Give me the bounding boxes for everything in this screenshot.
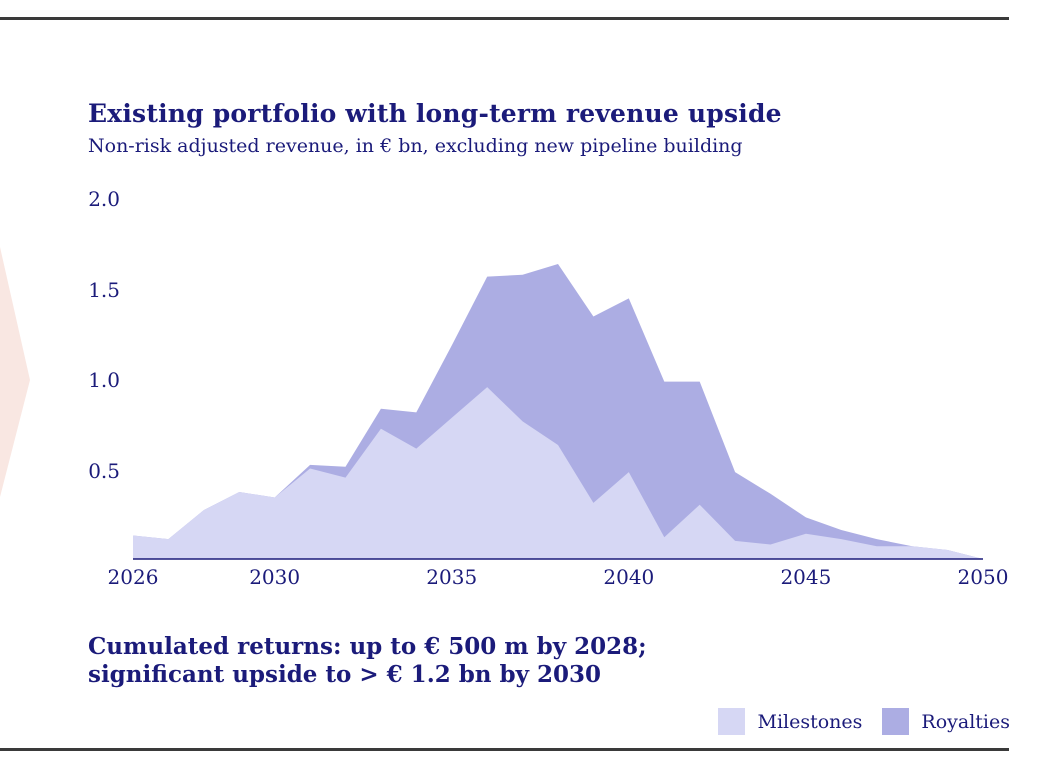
y-tick-label: 1.5 bbox=[88, 277, 120, 302]
x-tick-label: 2026 bbox=[107, 565, 159, 589]
callout-line-2: significant upside to > € 1.2 bn by 2030 bbox=[88, 661, 601, 688]
legend-label-royalties: Royalties bbox=[921, 710, 1010, 733]
legend-label-milestones: Milestones bbox=[757, 710, 863, 733]
y-tick-label: 1.0 bbox=[88, 368, 120, 392]
page-title: Existing portfolio with long-term revenu… bbox=[88, 98, 782, 128]
x-tick-label: 2035 bbox=[426, 565, 478, 589]
x-tick-label: 2050 bbox=[957, 565, 1009, 589]
legend-swatch-milestones bbox=[718, 708, 746, 735]
x-tick-label: 2040 bbox=[603, 565, 655, 589]
y-tick-label: 2.0 bbox=[88, 187, 120, 211]
callout-text: Cumulated returns: up to € 500 m by 2028… bbox=[88, 633, 647, 689]
y-tick-label: 0.5 bbox=[88, 458, 120, 483]
chevron-decoration bbox=[0, 247, 30, 497]
legend-swatch-royalties bbox=[882, 708, 910, 735]
page-subtitle: Non-risk adjusted revenue, in € bn, excl… bbox=[88, 135, 743, 157]
x-tick-label: 2045 bbox=[780, 565, 832, 589]
x-tick-label: 2030 bbox=[249, 565, 301, 589]
top-divider bbox=[0, 17, 1009, 20]
callout-line-1: Cumulated returns: up to € 500 m by 2028… bbox=[88, 633, 647, 660]
milestones-area bbox=[133, 387, 983, 559]
bottom-divider bbox=[0, 748, 1009, 751]
chart-legend: Milestones Royalties bbox=[718, 708, 1010, 735]
